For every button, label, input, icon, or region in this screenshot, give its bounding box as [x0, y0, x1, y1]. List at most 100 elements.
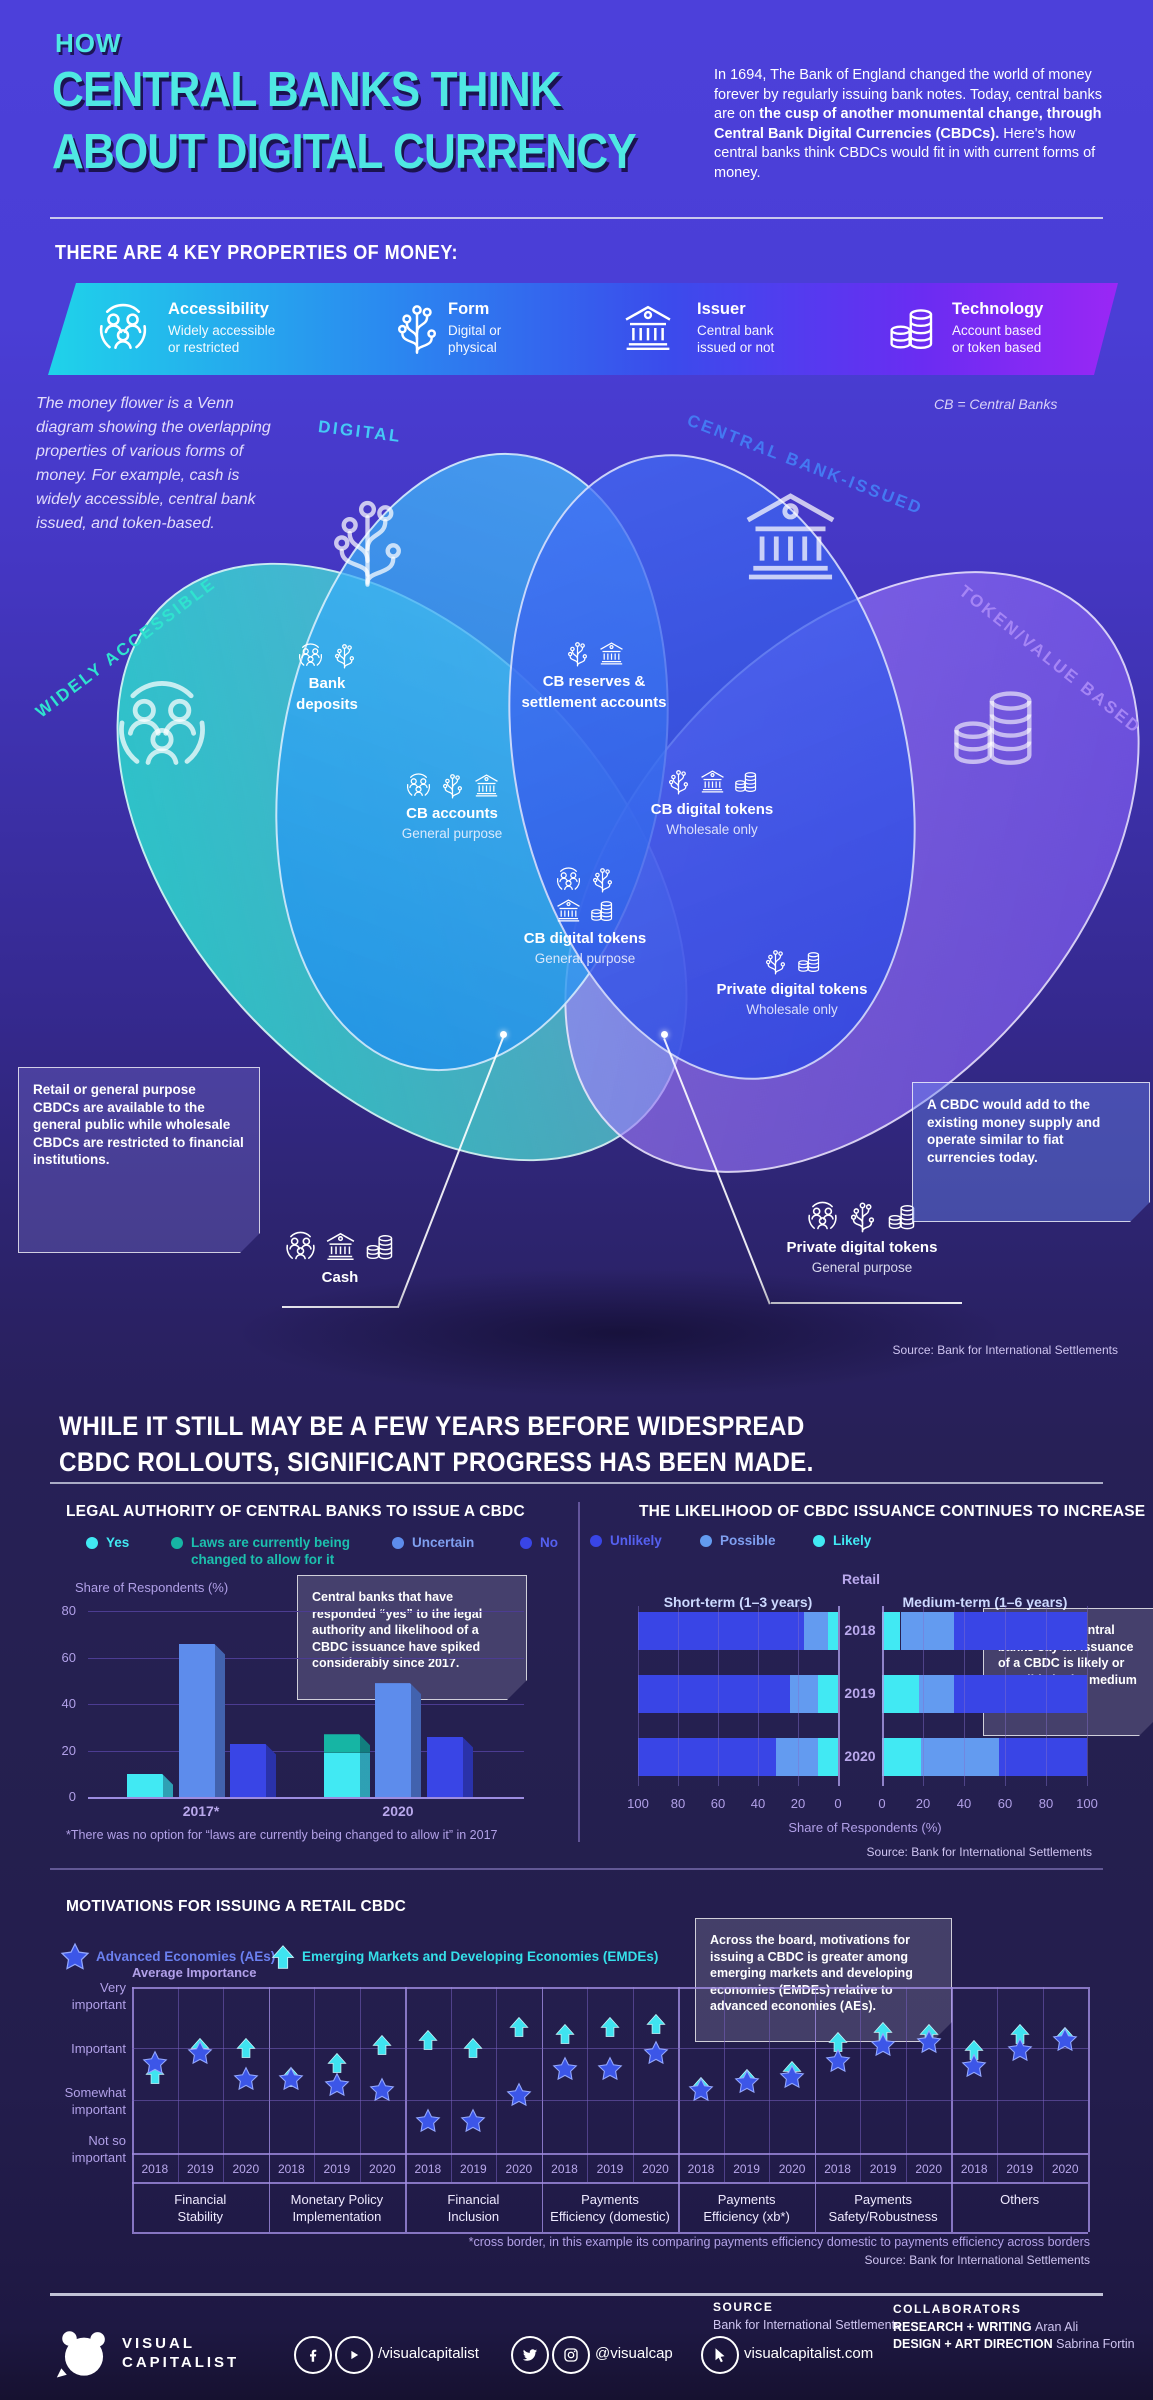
intro-pre: In 1694, The Bank of England changed the… — [714, 67, 1102, 122]
chart1-title: LEGAL AUTHORITY OF CENTRAL BANKS TO ISSU… — [66, 1503, 525, 1520]
year-label: 2020 — [369, 2162, 396, 2176]
year-label: 2020 — [642, 2162, 669, 2176]
facebook-icon[interactable] — [294, 2336, 332, 2374]
year-label: 2019 — [733, 2162, 760, 2176]
legend-dot-unlikely — [590, 1535, 602, 1547]
x-tick: 80 — [670, 1796, 686, 1811]
x-tick: 100 — [627, 1796, 649, 1811]
gridline — [359, 1987, 361, 2182]
twitter-glyph — [521, 2346, 539, 2364]
chart3-ylabel: Average Importance — [132, 1965, 257, 1980]
website-url[interactable]: visualcapitalist.com — [744, 2345, 874, 2362]
year-label: 2018 — [414, 2162, 442, 2176]
legend-label-emdes: Emerging Markets and Developing Economie… — [302, 1949, 659, 1964]
gridline — [798, 1606, 799, 1786]
arrow-marker-emdes — [371, 2034, 393, 2056]
year-label: 2018 — [960, 2162, 988, 2176]
year-label: 2018 — [141, 2162, 169, 2176]
arrow-marker-emdes — [645, 2013, 667, 2035]
gridline — [587, 1987, 589, 2182]
footer-collaborators-label: COLLABORATORS — [893, 2302, 1022, 2316]
star-marker-aes — [233, 2066, 259, 2092]
footer-source-label: SOURCE — [713, 2300, 774, 2314]
gridline — [88, 1750, 524, 1752]
gridline — [314, 1987, 316, 2182]
gridline — [132, 2182, 1088, 2184]
twitter-icon[interactable] — [511, 2336, 549, 2374]
intro-bold: the cusp of another monumental change, t… — [714, 106, 1102, 142]
progress-heading: WHILE IT STILL MAY BE A FEW YEARS BEFORE… — [59, 1411, 814, 1477]
bar-short-2020-Likely — [818, 1738, 838, 1776]
property-title-technology: Technology — [952, 300, 1044, 318]
gridline — [1005, 1606, 1006, 1786]
venn-region-private-digital-tokens-general: Private digital tokens General purpose — [752, 1200, 972, 1277]
bar-medium-2020-Unlikely — [998, 1738, 1087, 1776]
year-label: 2020 — [778, 2162, 806, 2176]
bar-2020-No — [427, 1737, 473, 1798]
y-level-label: Important — [71, 2041, 126, 2056]
properties-heading: THERE ARE 4 KEY PROPERTIES OF MONEY: — [55, 242, 458, 264]
property-desc-issuer: Central bank issued or not — [697, 323, 775, 355]
venn-region-cb-reserves: CB reserves & settlement accounts — [484, 640, 704, 713]
legend-dot-possible — [700, 1535, 712, 1547]
year-label: 2020 — [844, 1748, 876, 1764]
arrow-marker-emdes — [599, 2016, 621, 2038]
charts-vertical-divider — [578, 1502, 580, 1842]
star-marker-aes — [1007, 2037, 1033, 2063]
bar-medium-2019-Possible — [918, 1675, 954, 1713]
bar-medium-2019-Unlikely — [953, 1675, 1088, 1713]
callout-retail-vs-wholesale: Retail or general purpose CBDCs are avai… — [18, 1067, 260, 1253]
year-label: 2020 — [915, 2162, 943, 2176]
section-divider — [50, 1482, 1103, 1484]
chart2-source: Source: Bank for International Settlemen… — [866, 1845, 1092, 1859]
instagram-icon[interactable] — [552, 2336, 590, 2374]
year-label: 2018 — [824, 2162, 851, 2176]
venn-region-cb-digital-tokens-general: CB digital tokens General purpose — [475, 866, 695, 968]
x-tick: 20 — [915, 1796, 931, 1811]
facebook-glyph — [304, 2346, 322, 2364]
legend-dot-no — [520, 1537, 532, 1549]
year-label: 2020 — [232, 2162, 260, 2176]
logo-wordmark: VISUAL CAPITALIST — [122, 2335, 240, 2371]
y-tick: 40 — [61, 1696, 76, 1711]
gridline — [996, 1987, 998, 2182]
bar-short-2018-Possible — [804, 1612, 828, 1650]
gridline — [132, 1987, 134, 2232]
star-marker-aes — [870, 2032, 896, 2058]
x-category: 2020 — [382, 1803, 414, 1819]
gridline — [964, 1606, 965, 1786]
y-tick: 60 — [61, 1649, 76, 1665]
star-marker-aes — [552, 2056, 578, 2082]
chart3-source: Source: Bank for International Settlemen… — [864, 2253, 1090, 2267]
x-tick: 60 — [710, 1796, 726, 1811]
year-label: 2019 — [460, 2162, 487, 2176]
website-icon[interactable] — [701, 2336, 739, 2374]
x-category: 2017* — [182, 1803, 220, 1819]
year-label: 2020 — [1051, 2162, 1079, 2176]
legend-dot-laws — [171, 1537, 183, 1549]
year-label: 2019 — [1006, 2162, 1034, 2176]
bar-short-2018-Likely — [828, 1612, 838, 1650]
bar-short-2019-Possible — [790, 1675, 818, 1713]
page-title-line2: ABOUT DIGITAL CURRENCY — [52, 125, 637, 179]
group-label: Payments Efficiency (domestic) — [550, 2192, 670, 2224]
gridline — [1046, 1606, 1047, 1786]
footer-research-credit: RESEARCH + WRITING Aran Ali — [893, 2320, 1079, 2334]
star-marker-aes — [916, 2029, 942, 2055]
group-label: Payments Safety/Robustness — [828, 2192, 938, 2224]
youtube-icon[interactable] — [335, 2336, 373, 2374]
x-tick: 60 — [997, 1796, 1013, 1811]
gridline — [951, 1987, 953, 2232]
chart3-title: MOTIVATIONS FOR ISSUING A RETAIL CBDC — [66, 1898, 407, 1915]
section-divider — [50, 1868, 1103, 1870]
social-handle-ig[interactable]: @visualcap — [595, 2345, 673, 2362]
star-marker-aes — [187, 2040, 213, 2066]
chart2-mediumterm-title: Medium-term (1–6 years) — [902, 1594, 1068, 1610]
gridline — [718, 1606, 719, 1786]
social-handle-fbyt[interactable]: /visualcapitalist — [378, 2345, 479, 2362]
bar-medium-2018-Possible — [900, 1612, 954, 1650]
gridline — [723, 1987, 725, 2182]
star-marker-aes — [597, 2056, 623, 2082]
cb-abbreviation-note: CB = Central Banks — [934, 396, 1058, 412]
gridline — [678, 1987, 680, 2232]
